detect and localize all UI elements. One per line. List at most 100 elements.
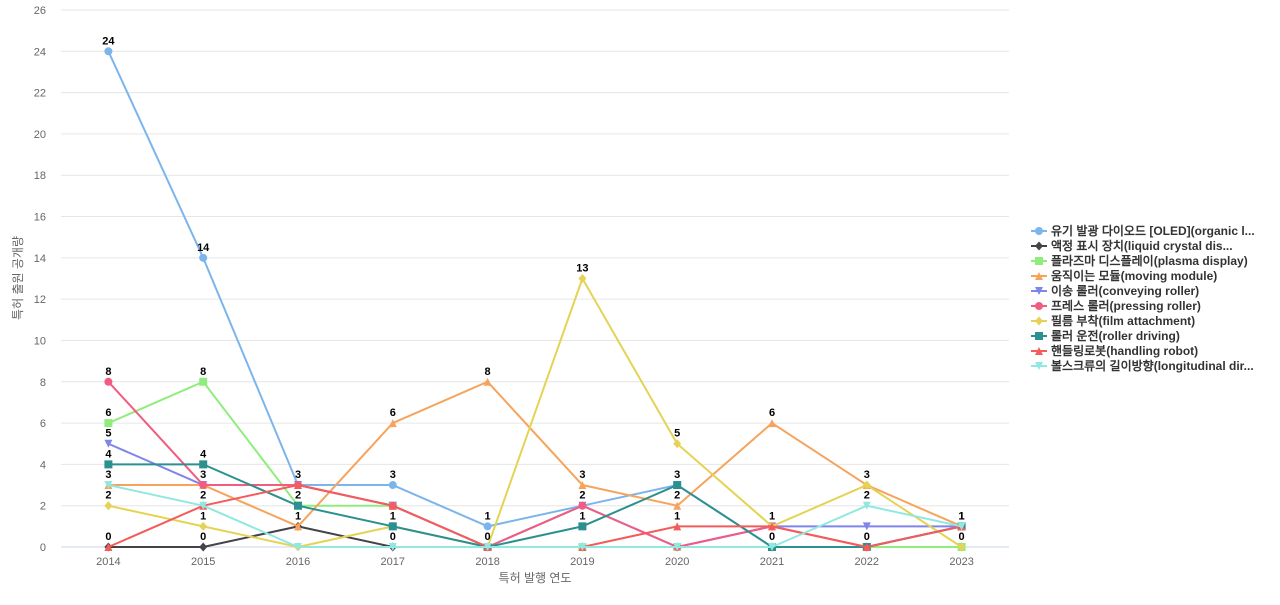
y-tick-label: 24 — [34, 46, 46, 58]
y-tick-label: 6 — [40, 418, 46, 430]
grid-layer — [61, 9, 1009, 548]
data-label: 14 — [197, 242, 210, 254]
data-point — [768, 522, 776, 531]
series-9 — [104, 481, 966, 551]
data-point — [294, 543, 302, 551]
x-tick-label: 2015 — [191, 556, 215, 568]
data-label: 0 — [769, 531, 775, 543]
data-point — [388, 501, 397, 510]
data-point — [673, 501, 682, 510]
legend-item: 프레스 롤러(pressing roller) — [1031, 298, 1201, 313]
data-label: 3 — [864, 469, 870, 481]
data-point — [104, 419, 113, 428]
data-label: 3 — [295, 469, 301, 481]
data-label: 1 — [959, 510, 965, 522]
y-tick-label: 10 — [34, 335, 46, 347]
data-point — [199, 253, 208, 262]
legend-label: 롤러 운전(roller driving) — [1051, 328, 1180, 343]
data-point — [104, 47, 113, 56]
legend-marker — [1035, 272, 1043, 280]
data-point — [862, 543, 871, 551]
y-tick-label: 2 — [40, 501, 46, 513]
data-label: 2 — [579, 490, 585, 502]
legend-marker — [1035, 332, 1043, 340]
data-label: 1 — [295, 510, 301, 522]
data-point — [768, 543, 776, 551]
series-line — [107, 484, 963, 548]
legend-marker — [1035, 347, 1043, 355]
data-point — [199, 501, 208, 510]
legend-marker — [1035, 302, 1043, 310]
x-tick-label: 2023 — [949, 556, 973, 568]
x-tick-label: 2021 — [760, 556, 784, 568]
data-point — [483, 543, 492, 551]
data-point — [957, 542, 966, 552]
data-label: 3 — [390, 469, 396, 481]
data-label: 3 — [200, 469, 206, 481]
data-label: 1 — [485, 510, 491, 522]
series-layer — [104, 47, 966, 552]
series-line — [107, 442, 963, 548]
data-label: 13 — [576, 263, 588, 275]
legend-label: 필름 부착(film attachment) — [1051, 313, 1195, 328]
y-axis-title: 특허 출원 공개량 — [11, 236, 25, 320]
data-label: 1 — [579, 510, 585, 522]
data-label: 3 — [579, 469, 585, 481]
data-label: 4 — [105, 448, 112, 460]
data-point — [294, 501, 302, 510]
data-label: 2 — [864, 490, 870, 502]
legend-label: 액정 표시 장치(liquid crystal dis... — [1051, 238, 1233, 253]
data-label: 5 — [105, 428, 111, 440]
x-axis-title: 특허 발행 연도 — [499, 570, 572, 585]
y-tick-label: 20 — [34, 129, 46, 141]
legend-label: 이송 롤러(conveying roller) — [1051, 283, 1199, 298]
data-label: 6 — [105, 407, 111, 419]
data-label: 2 — [674, 490, 680, 502]
data-point — [294, 522, 302, 531]
data-point — [862, 522, 871, 531]
legend-label: 움직이는 모듈(moving module) — [1051, 268, 1217, 283]
legend-label: 플라즈마 디스플레이(plasma display) — [1051, 253, 1248, 268]
series-line — [107, 277, 963, 548]
data-point — [199, 460, 208, 469]
legend-label: 프레스 롤러(pressing roller) — [1051, 298, 1201, 313]
y-tick-label: 18 — [34, 170, 46, 182]
legend-label: 볼스크류의 길이방향(longitudinal dir... — [1051, 358, 1254, 373]
data-point — [957, 522, 966, 531]
data-point — [483, 522, 492, 531]
y-tick-label: 0 — [40, 542, 46, 554]
data-point — [104, 543, 113, 551]
data-point — [104, 481, 113, 490]
data-point — [578, 501, 587, 510]
data-label: 0 — [200, 531, 206, 543]
legend-label: 핸들링로봇(handling robot) — [1051, 343, 1198, 358]
series-4 — [104, 439, 966, 551]
data-label: 8 — [105, 366, 111, 378]
x-tick-label: 2014 — [96, 556, 120, 568]
data-label: 8 — [200, 366, 206, 378]
data-point — [199, 377, 208, 386]
data-point — [199, 521, 208, 531]
legend-item: 플라즈마 디스플레이(plasma display) — [1031, 253, 1248, 268]
y-tick-label: 22 — [34, 88, 46, 100]
data-point — [673, 543, 682, 551]
y-tick-label: 8 — [40, 377, 46, 389]
data-label: 0 — [105, 531, 111, 543]
data-point — [862, 501, 871, 510]
data-point — [104, 501, 113, 511]
legend-item: 롤러 운전(roller driving) — [1031, 328, 1180, 343]
data-label: 2 — [105, 490, 111, 502]
data-label: 1 — [674, 510, 680, 522]
legend-label: 유기 발광 다이오드 [OLED](organic l... — [1051, 223, 1255, 238]
legend-marker — [1035, 257, 1043, 265]
data-point — [578, 543, 587, 551]
data-label: 0 — [390, 531, 396, 543]
x-tick-label: 2020 — [665, 556, 689, 568]
data-point — [483, 377, 492, 386]
data-label: 24 — [102, 35, 115, 47]
x-tick-label: 2018 — [475, 556, 499, 568]
data-point — [673, 522, 682, 531]
legend-item: 볼스크류의 길이방향(longitudinal dir... — [1031, 358, 1254, 373]
